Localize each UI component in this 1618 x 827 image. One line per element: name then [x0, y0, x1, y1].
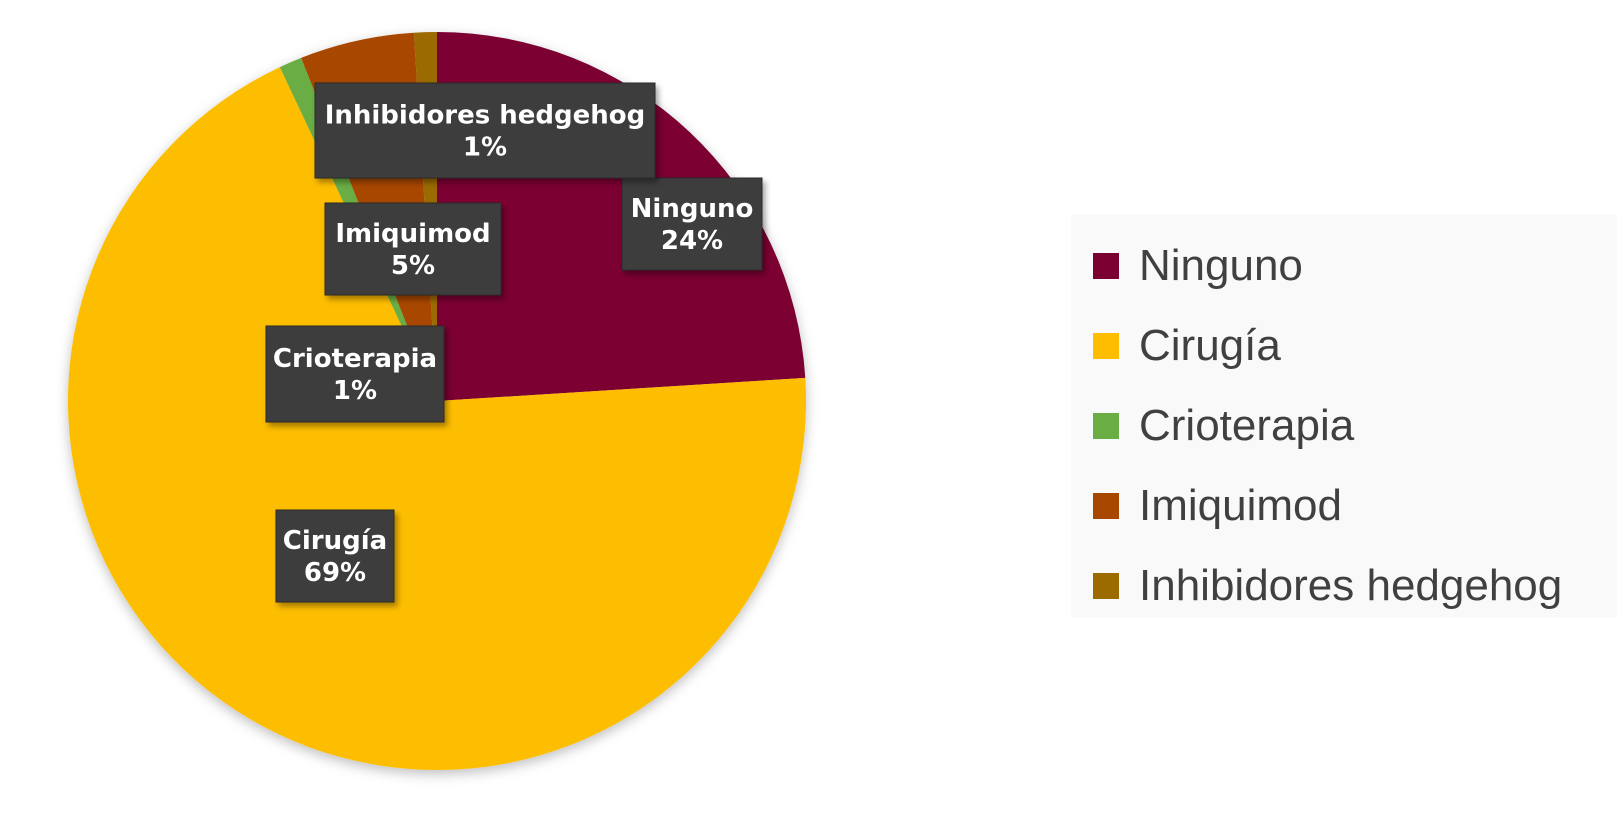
- data-label-name: Inhibidores hedgehog: [325, 101, 646, 131]
- data-label-percent: 69%: [304, 558, 366, 588]
- data-label-percent: 5%: [391, 251, 435, 281]
- legend-item-imiquimod: Imiquimod: [1071, 466, 1617, 546]
- legend-item-inhibidores-hedgehog: Inhibidores hedgehog: [1071, 546, 1617, 626]
- legend-swatch: [1093, 573, 1119, 599]
- legend-swatch: [1093, 253, 1119, 279]
- data-label-box: [275, 509, 395, 603]
- legend-swatch: [1093, 413, 1119, 439]
- legend: Ninguno Cirugía Crioterapia Imiquimod Inhibi…: [1071, 214, 1617, 618]
- legend-label: Ninguno: [1139, 241, 1303, 290]
- data-label-box: [265, 325, 445, 423]
- data-label-percent: 1%: [463, 133, 507, 163]
- legend-label: Crioterapia: [1139, 401, 1355, 450]
- data-labels: Ninguno24%Cirugía69%Crioterapia1%Imiquim…: [265, 82, 763, 603]
- data-label-percent: 24%: [661, 226, 723, 256]
- legend-item-cirug-a: Cirugía: [1071, 306, 1617, 386]
- data-label-name: Cirugía: [283, 526, 387, 556]
- data-label-box: [314, 82, 656, 179]
- legend-swatch: [1093, 493, 1119, 519]
- data-label-name: Ninguno: [631, 194, 754, 224]
- data-label-box: [621, 177, 763, 271]
- data-label-name: Crioterapia: [273, 344, 437, 374]
- legend-label: Cirugía: [1139, 321, 1281, 370]
- legend-swatch: [1093, 333, 1119, 359]
- legend-item-ninguno: Ninguno: [1071, 226, 1617, 306]
- legend-label: Imiquimod: [1139, 481, 1342, 530]
- data-label-box: [324, 202, 502, 296]
- legend-label: Inhibidores hedgehog: [1139, 561, 1563, 610]
- legend-item-crioterapia: Crioterapia: [1071, 386, 1617, 466]
- data-label-percent: 1%: [333, 376, 377, 406]
- data-label-name: Imiquimod: [335, 219, 490, 249]
